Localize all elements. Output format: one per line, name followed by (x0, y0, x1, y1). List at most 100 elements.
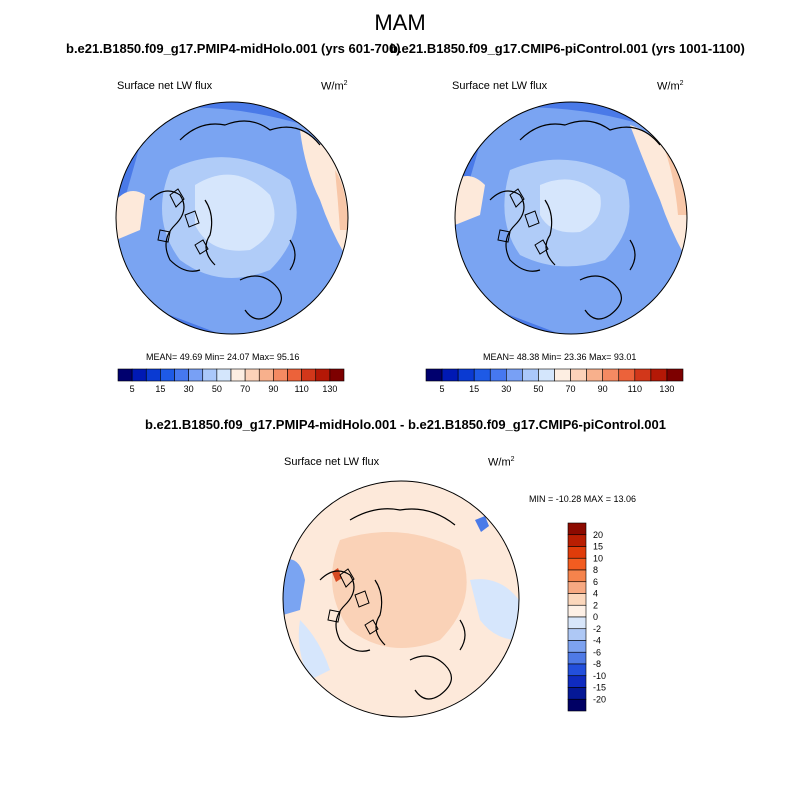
colorbar-swatch (174, 368, 189, 382)
colorbar-tick-label: 70 (566, 384, 576, 394)
colorbar-swatch (188, 368, 204, 382)
colorbar-swatch (567, 581, 587, 594)
colorbar-tick-label: -8 (593, 659, 601, 669)
colorbar-tick-label: 20 (593, 530, 603, 540)
map3-border (282, 480, 520, 718)
map2-coastline (489, 120, 661, 320)
map3-region-orange (332, 532, 467, 648)
colorbar-swatch (586, 368, 603, 382)
panel1-title: b.e21.B1850.f09_g17.PMIP4-midHolo.001 (y… (66, 41, 401, 56)
panel2-variable: Surface net LW flux (452, 80, 548, 92)
map3-islands (327, 568, 379, 635)
map-panel2 (454, 101, 688, 335)
colorbar-swatch (567, 687, 587, 700)
colorbar-swatch (538, 368, 555, 382)
colorbar-tick-label: 15 (469, 384, 479, 394)
colorbar-swatch (567, 604, 587, 618)
colorbar-tick-label: 5 (440, 384, 445, 394)
colorbar-tick-label: 110 (628, 384, 642, 394)
map3-spot-blue (475, 516, 489, 532)
colorbar-swatch (567, 557, 587, 571)
colorbar-tick-label: -2 (593, 624, 601, 634)
colorbar-swatch (567, 675, 587, 688)
colorbar-swatch (567, 522, 587, 536)
map2-region-orange (665, 150, 687, 215)
colorbar-tick-label: 90 (268, 384, 278, 394)
colorbar-swatch (650, 368, 668, 382)
colorbar-swatch (567, 628, 587, 641)
colorbar-swatch (457, 368, 475, 382)
colorbar-swatch (230, 368, 246, 382)
colorbar-swatch (554, 368, 571, 382)
map3-coastline (319, 508, 466, 700)
map-panel-diff (282, 480, 520, 718)
colorbar-swatch (567, 663, 587, 677)
colorbar-swatch (216, 368, 232, 382)
colorbar-swatch (522, 368, 539, 382)
map1-border (115, 101, 349, 335)
map1-islands (157, 188, 209, 255)
colorbar-swatch (329, 368, 345, 382)
map2-region-warm2 (455, 176, 485, 225)
colorbar-swatch (567, 546, 587, 559)
map1-region-warm2 (116, 191, 145, 240)
panel1-variable: Surface net LW flux (117, 80, 213, 92)
colorbar-swatch (473, 368, 491, 382)
colorbar-tick-label: 10 (593, 553, 603, 563)
colorbar-swatch (567, 698, 587, 712)
colorbar-swatch (145, 368, 161, 382)
colorbar-tick-label: 4 (593, 589, 598, 599)
colorbar-tick-label: 15 (593, 542, 603, 552)
colorbar-tick-label: 6 (593, 577, 598, 587)
colorbar-swatch (202, 368, 218, 382)
colorbar-tick-label: 110 (294, 384, 308, 394)
colorbar-swatch (244, 368, 260, 382)
colorbar-tick-label: 30 (501, 384, 511, 394)
diff-stats: MIN = -10.28 MAX = 13.06 (529, 494, 637, 504)
colorbar-swatch (618, 368, 636, 382)
colorbar-tick-label: 30 (184, 384, 194, 394)
colorbar-swatch (567, 651, 587, 665)
map1-region-orange (335, 170, 348, 230)
colorbar-swatch (301, 368, 317, 382)
colorbar-tick-label: 50 (212, 384, 222, 394)
colorbar-swatch (567, 616, 587, 630)
colorbar-swatch (489, 368, 507, 382)
map3-region-paleblue-sw (298, 620, 330, 680)
season-title: MAM (374, 10, 426, 35)
colorbar-panel2: 5 15 30 50 70 90 110 130 (425, 368, 684, 394)
colorbar-swatch (273, 368, 288, 382)
colorbar-swatch (315, 368, 331, 382)
colorbar-tick-label: 2 (593, 600, 598, 610)
colorbar-tick-label: 70 (240, 384, 250, 394)
colorbar-tick-label: -20 (593, 694, 606, 704)
map2-region-pale (540, 179, 601, 233)
colorbar-swatch (567, 640, 587, 653)
panel2-title: b.e21.B1850.f09_g17.CMIP6-piControl.001 … (390, 41, 745, 56)
map1-region-warm (300, 130, 348, 260)
colorbar-swatch (425, 368, 443, 382)
colorbar-tick-label: -10 (593, 671, 606, 681)
map2-border (454, 101, 688, 335)
colorbar-tick-label: -6 (593, 647, 601, 657)
map1-coastline (149, 120, 321, 320)
map3-region-paleblue-east (470, 579, 519, 640)
colorbar-swatch (634, 368, 652, 382)
diff-variable: Surface net LW flux (284, 456, 380, 468)
colorbar-swatch (567, 569, 587, 583)
diff-title: b.e21.B1850.f09_g17.PMIP4-midHolo.001 - … (145, 417, 666, 432)
panel1-stats: MEAN= 49.69 Min= 24.07 Max= 95.16 (146, 352, 300, 362)
colorbar-tick-label: 130 (659, 384, 674, 394)
colorbar-panel1: 5 15 30 50 70 90 110 130 (117, 368, 345, 394)
colorbar-swatch (567, 534, 587, 547)
colorbar-tick-label: 0 (593, 612, 598, 622)
panel2-units: W/m2 (657, 80, 684, 93)
colorbar-swatch (666, 368, 684, 382)
colorbar-swatch (287, 368, 302, 382)
map1-region-pale (195, 174, 275, 251)
colorbar-swatch (570, 368, 587, 382)
colorbar-swatch (117, 368, 133, 382)
colorbar-swatch (567, 593, 587, 606)
